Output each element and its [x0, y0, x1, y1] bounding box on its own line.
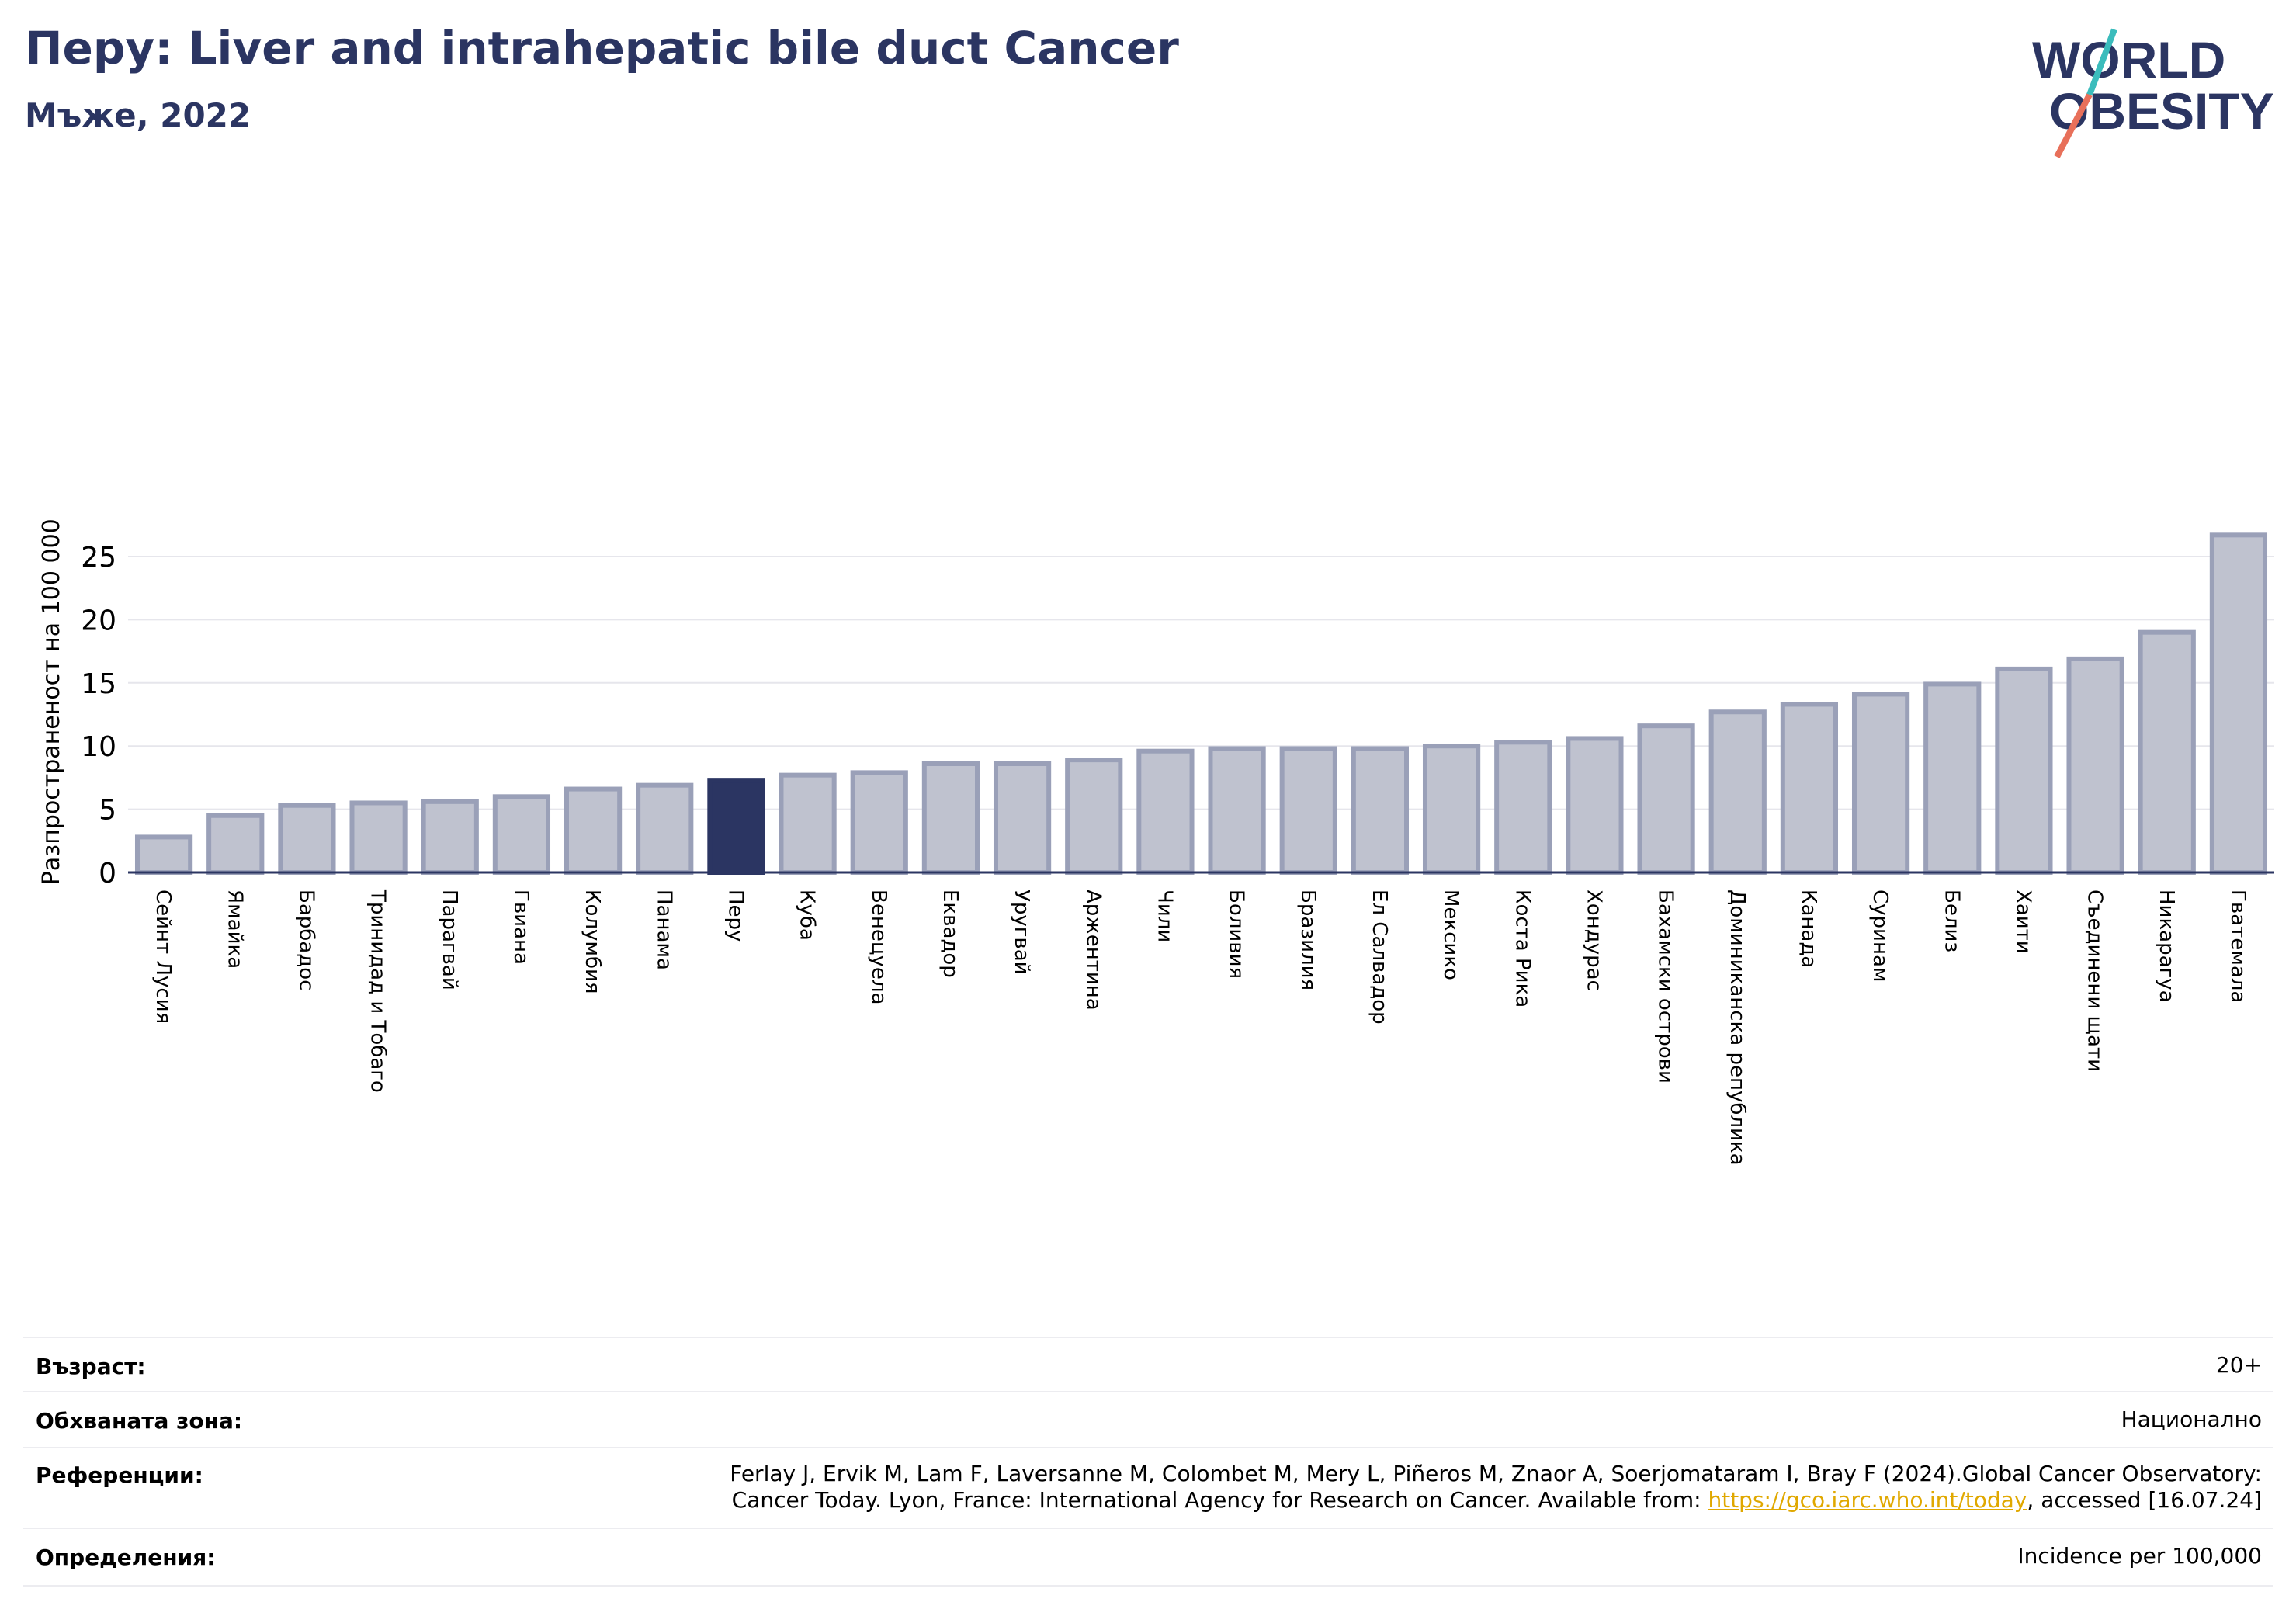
- x-tick-label: Панама: [652, 890, 675, 970]
- meta-ref-link[interactable]: https://gco.iarc.who.int/today: [1708, 1487, 2027, 1513]
- bar-4: [349, 800, 408, 875]
- x-tick-label: Сейнт Лусия: [151, 890, 175, 1024]
- bar-14: [1065, 758, 1123, 875]
- x-tick-label: Перу: [723, 890, 747, 942]
- x-tick-label: Боливия: [1225, 890, 1248, 979]
- meta-row-definitions: Определения: Incidence per 100,000: [23, 1528, 2273, 1587]
- bar-23: [1708, 709, 1767, 876]
- bar-16: [1208, 746, 1266, 875]
- x-tick-label: Гвиана: [509, 890, 532, 965]
- x-tick-label: Уругвай: [1010, 890, 1033, 975]
- x-tick-label: Ел Салвадор: [1368, 890, 1391, 1025]
- y-tick-label: 0: [99, 858, 116, 890]
- x-tick-label: Коста Рика: [1510, 890, 1534, 1007]
- meta-age-value: 20+: [2215, 1352, 2262, 1378]
- meta-def-label: Определения:: [36, 1545, 216, 1570]
- meta-def-value: Incidence per 100,000: [2017, 1543, 2262, 1569]
- bar-10: [779, 772, 837, 875]
- meta-age-label: Възраст:: [36, 1354, 146, 1379]
- bar-2: [206, 813, 265, 875]
- x-tick-label: Доминиканска република: [1725, 890, 1749, 1166]
- x-tick-label: Венецуела: [867, 890, 890, 1004]
- x-tick-label: Барбадос: [294, 890, 317, 990]
- x-tick-label: Хондурас: [1582, 890, 1605, 991]
- y-axis-label: Разпространеност на 100 000: [38, 518, 65, 885]
- bar-28: [2066, 656, 2124, 875]
- bar-18: [1351, 746, 1410, 875]
- meta-ref-label: Референции:: [36, 1462, 203, 1488]
- page-subtitle: Мъже, 2022: [25, 96, 251, 134]
- x-tick-label: Еквадор: [938, 890, 962, 978]
- bar-9: [707, 778, 765, 876]
- x-tick-label: Мексико: [1439, 890, 1462, 980]
- bar-11: [850, 770, 908, 875]
- bar-chart: 0 5 10 15 20 25 Разпространеност на 100 000 Сей…: [38, 518, 2274, 1166]
- meta-ref-line1: Ferlay J, Ervik M, Lam F, Laversanne M, …: [730, 1461, 2262, 1486]
- bar-17: [1279, 746, 1337, 875]
- bar-27: [1995, 666, 2053, 876]
- bar-29: [2138, 629, 2196, 875]
- meta-row-area: Обхваната зона: Национално: [23, 1391, 2273, 1448]
- x-tick-label: Тринидад и Тобаго: [366, 889, 390, 1093]
- bar-6: [492, 794, 551, 875]
- bar-12: [921, 761, 980, 875]
- bar-22: [1637, 723, 1695, 875]
- bar-7: [564, 786, 623, 875]
- meta-row-age: Възраст: 20+: [23, 1337, 2273, 1392]
- logo-slash-red: [2054, 93, 2093, 158]
- x-tick-label: Хаити: [2011, 890, 2034, 954]
- y-tick-label: 10: [81, 731, 116, 763]
- bar-15: [1136, 748, 1195, 875]
- meta-ref-line2-post: , accessed [16.07.24]: [2027, 1487, 2262, 1513]
- x-tick-label: Канада: [1797, 890, 1820, 968]
- x-tick-label: Парагвай: [438, 890, 461, 990]
- x-tick-label: Белиз: [1940, 890, 1963, 952]
- x-tick-label: Никарагуа: [2155, 890, 2178, 1003]
- x-tick-label: Куба: [796, 890, 819, 941]
- meta-area-label: Обхваната зона:: [36, 1408, 243, 1434]
- meta-ref-line2-pre: Cancer Today. Lyon, France: Internationa…: [731, 1487, 1708, 1513]
- x-tick-label: Бразилия: [1296, 890, 1320, 990]
- bar-5: [421, 799, 479, 876]
- page-title: Перу: Liver and intrahepatic bile duct C…: [25, 22, 1179, 75]
- bar-21: [1566, 736, 1624, 875]
- x-tick-label: Чили: [1153, 890, 1176, 942]
- bar-8: [636, 782, 694, 876]
- x-tick-label: Бахамски острови: [1654, 890, 1677, 1084]
- x-tick-label: Колумбия: [581, 890, 604, 994]
- x-tick-label: Ямайка: [223, 890, 246, 969]
- x-tick-label: Аржентина: [1081, 890, 1105, 1011]
- meta-area-value: Национално: [2121, 1406, 2262, 1432]
- y-tick-label: 15: [81, 668, 116, 700]
- bar-19: [1422, 744, 1481, 876]
- bar-24: [1780, 702, 1839, 876]
- y-tick-label: 20: [81, 605, 116, 636]
- logo-line1: WORLD: [2032, 31, 2225, 88]
- y-tick-label: 25: [81, 542, 116, 574]
- x-tick-label: Гватемала: [2226, 890, 2249, 1003]
- world-obesity-logo: WORLD OBESITY: [2032, 28, 2274, 158]
- x-tick-label: Съединени щати: [2083, 890, 2107, 1072]
- bar-26: [1923, 681, 1982, 875]
- bar-25: [1851, 692, 1910, 876]
- y-tick-label: 5: [99, 795, 116, 827]
- x-tick-label: Суринам: [1868, 890, 1892, 983]
- meta-ref-value: Ferlay J, Ervik M, Lam F, Laversanne M, …: [730, 1461, 2262, 1514]
- bar-30: [2209, 532, 2268, 875]
- bar-20: [1494, 740, 1552, 875]
- bar-13: [993, 761, 1052, 875]
- meta-ref-line2: Cancer Today. Lyon, France: Internationa…: [730, 1487, 2262, 1514]
- logo-line2: OBESITY: [2049, 82, 2274, 140]
- bar-3: [278, 803, 336, 875]
- bar-1: [134, 834, 193, 876]
- meta-row-references: Референции: Ferlay J, Ervik M, Lam F, La…: [23, 1447, 2273, 1529]
- logo-slash-teal: [2086, 28, 2117, 96]
